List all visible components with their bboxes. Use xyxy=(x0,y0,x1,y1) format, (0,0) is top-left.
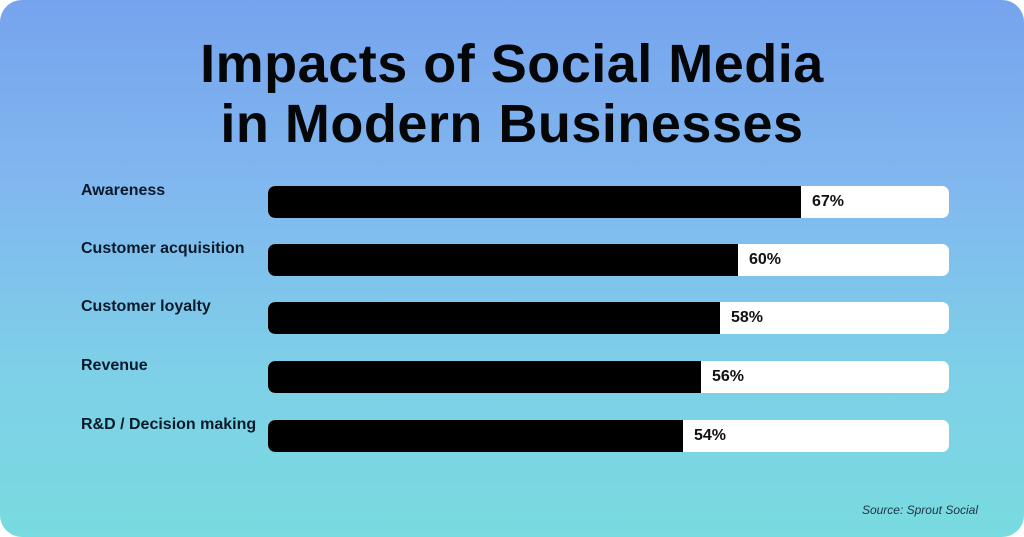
bar-track: 58% xyxy=(268,302,949,334)
bar-value: 60% xyxy=(749,251,782,268)
bar-value: 58% xyxy=(731,309,764,326)
bar-label: Customer loyalty xyxy=(81,298,211,315)
bar-row: Awareness 67% xyxy=(0,182,1024,220)
bar-track: 60% xyxy=(268,244,949,276)
bar-fill xyxy=(268,361,701,393)
bar-track: 54% xyxy=(268,420,949,452)
bar-label: Awareness xyxy=(81,182,166,199)
bar-track: 56% xyxy=(268,361,949,393)
bar-label: Customer acquisition xyxy=(81,240,245,257)
title-line-2: in Modern Businesses xyxy=(220,94,804,154)
bar-value: 54% xyxy=(694,427,727,444)
bar-track: 67% xyxy=(268,186,949,218)
bar-value: 56% xyxy=(712,368,745,385)
source-caption: Source: Sprout Social xyxy=(861,503,978,517)
title-line-1: Impacts of Social Media xyxy=(200,34,824,94)
bar-row: Customer loyalty 58% xyxy=(0,298,1024,336)
chart-title: Impacts of Social Media in Modern Busine… xyxy=(0,34,1024,154)
bar-value: 67% xyxy=(812,193,845,210)
bar-row: Revenue 56% xyxy=(0,357,1024,395)
bar-fill xyxy=(268,186,801,218)
bar-fill xyxy=(268,244,738,276)
bar-label: Revenue xyxy=(81,357,148,374)
bar-fill xyxy=(268,420,683,452)
bar-fill xyxy=(268,302,720,334)
bar-label: R&D / Decision making xyxy=(81,416,257,433)
bar-row: Customer acquisition 60% xyxy=(0,240,1024,278)
bar-row: R&D / Decision making 54% xyxy=(0,416,1024,454)
